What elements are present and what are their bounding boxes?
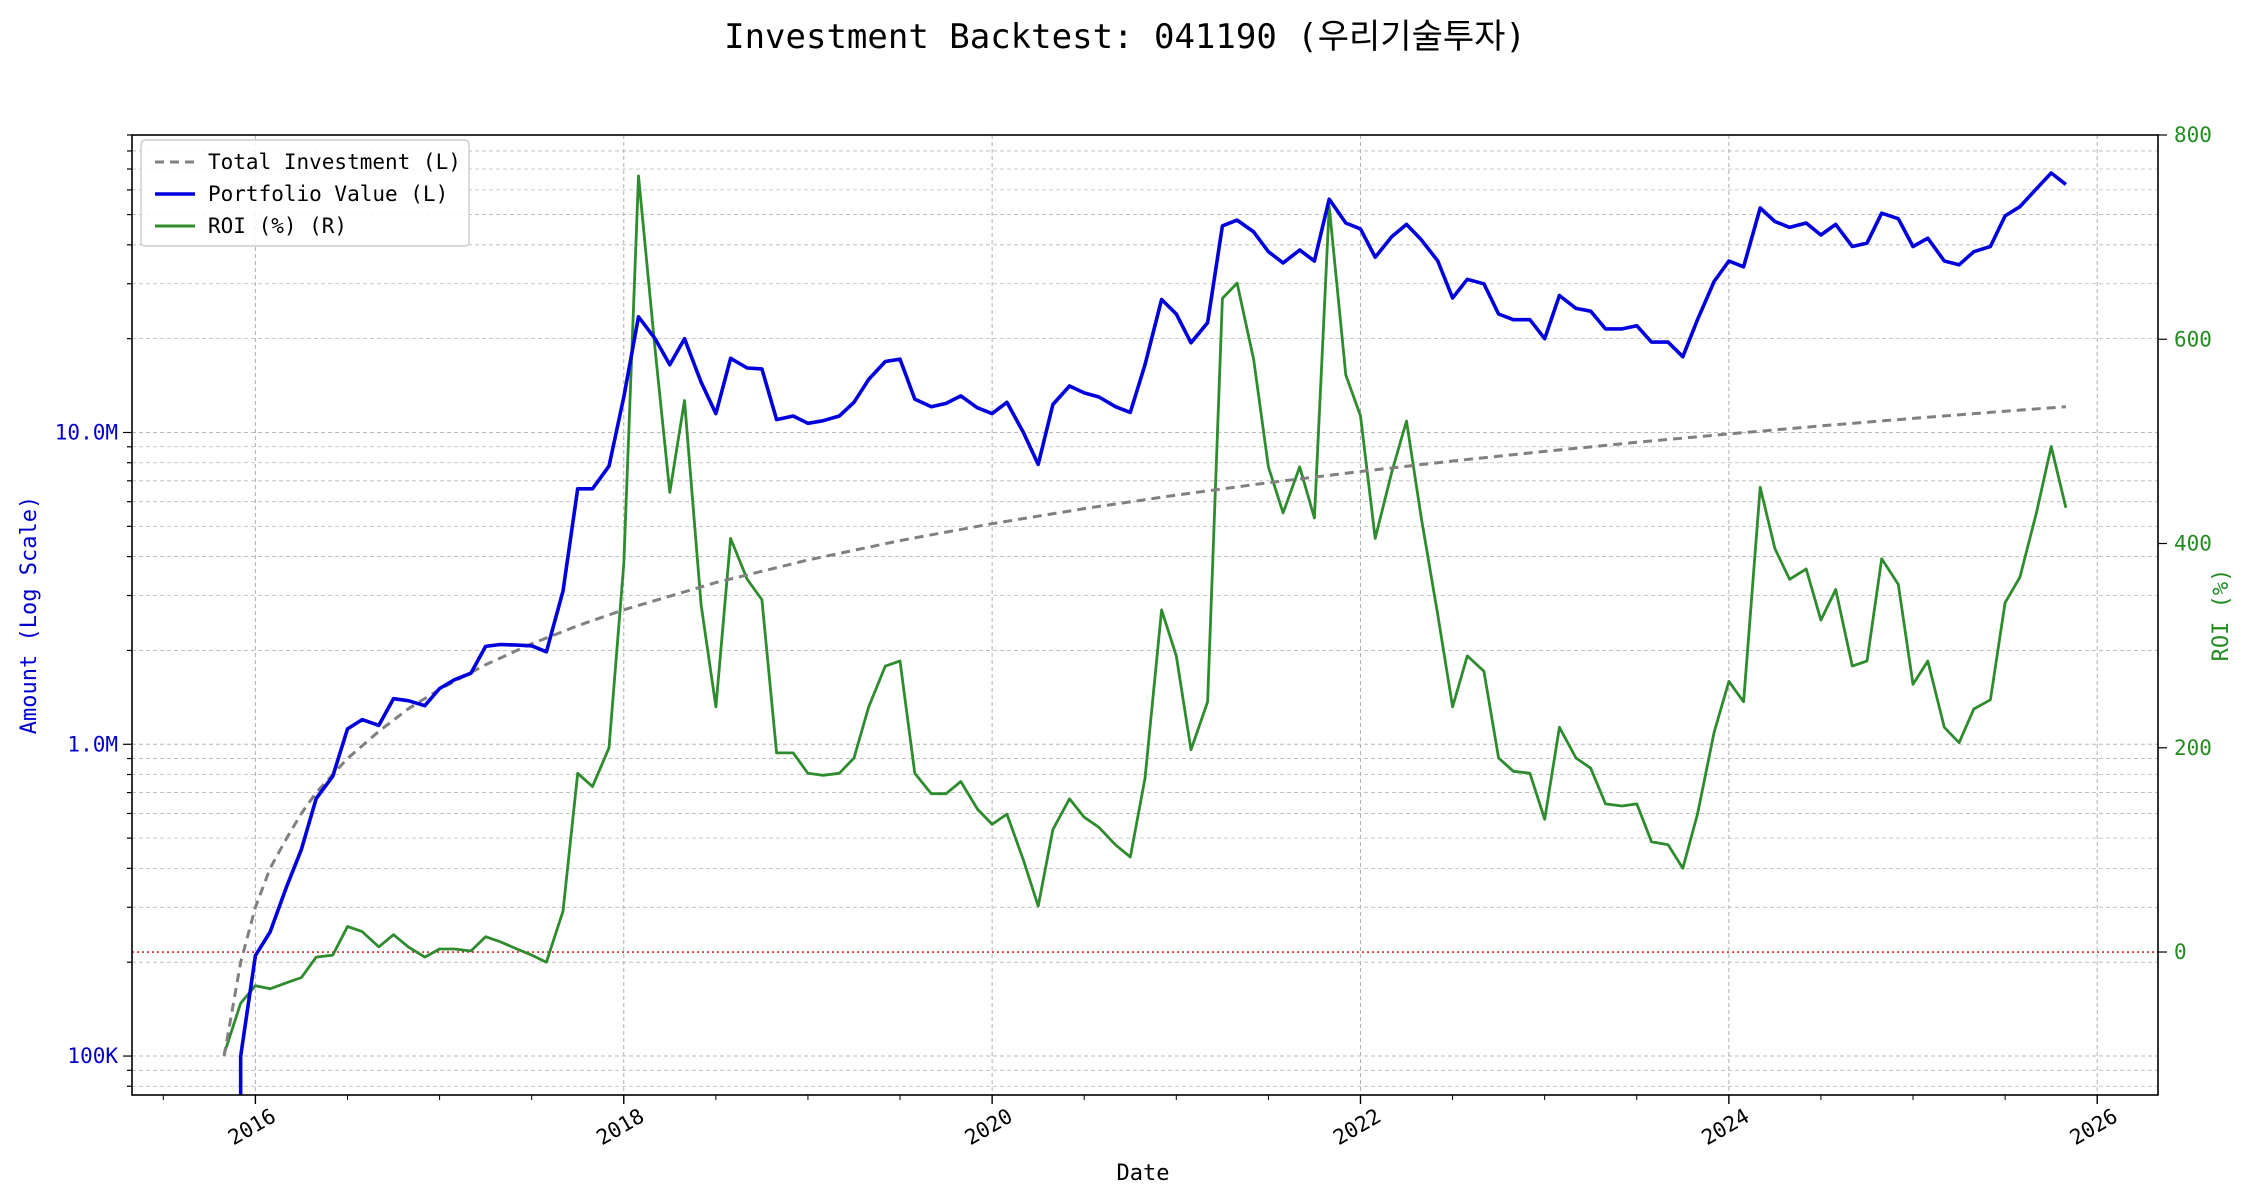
left-y-tick-label: 100K [67, 1044, 118, 1068]
right-y-tick-label: 200 [2174, 736, 2212, 760]
left-y-tick-label: 1.0M [67, 732, 118, 756]
left-y-tick-label: 10.0M [55, 421, 118, 445]
legend-box [140, 139, 470, 247]
chart-legend: Total Investment (L) Portfolio Value (L)… [140, 139, 470, 247]
legend-label-portfolio-value: Portfolio Value (L) [208, 182, 448, 206]
series-lines [222, 171, 2068, 1095]
roi-line [222, 174, 2068, 1055]
legend-label-total-investment: Total Investment (L) [208, 150, 461, 174]
right-y-tick-label: 800 [2174, 123, 2212, 147]
x-axis-label: Date [1117, 1161, 1170, 1186]
left-y-axis: 100K 1.0M 10.0M [55, 134, 132, 1087]
right-y-axis-label: ROI (%) [2209, 569, 2234, 662]
total-investment-line [222, 405, 2067, 1057]
chart-title: Investment Backtest: 041190 (우리기술투자) [724, 17, 1526, 57]
right-y-tick-label: 0 [2174, 940, 2187, 964]
portfolio-value-line [238, 171, 2068, 1057]
right-y-tick-label: 600 [2174, 327, 2212, 351]
legend-label-roi: ROI (%) (R) [208, 214, 347, 238]
right-y-tick-label: 400 [2174, 532, 2212, 556]
left-y-axis-label: Amount (Log Scale) [17, 496, 42, 734]
right-y-axis: 0 200 400 600 800 [2158, 123, 2212, 964]
plot-area-frame [131, 134, 2159, 1096]
